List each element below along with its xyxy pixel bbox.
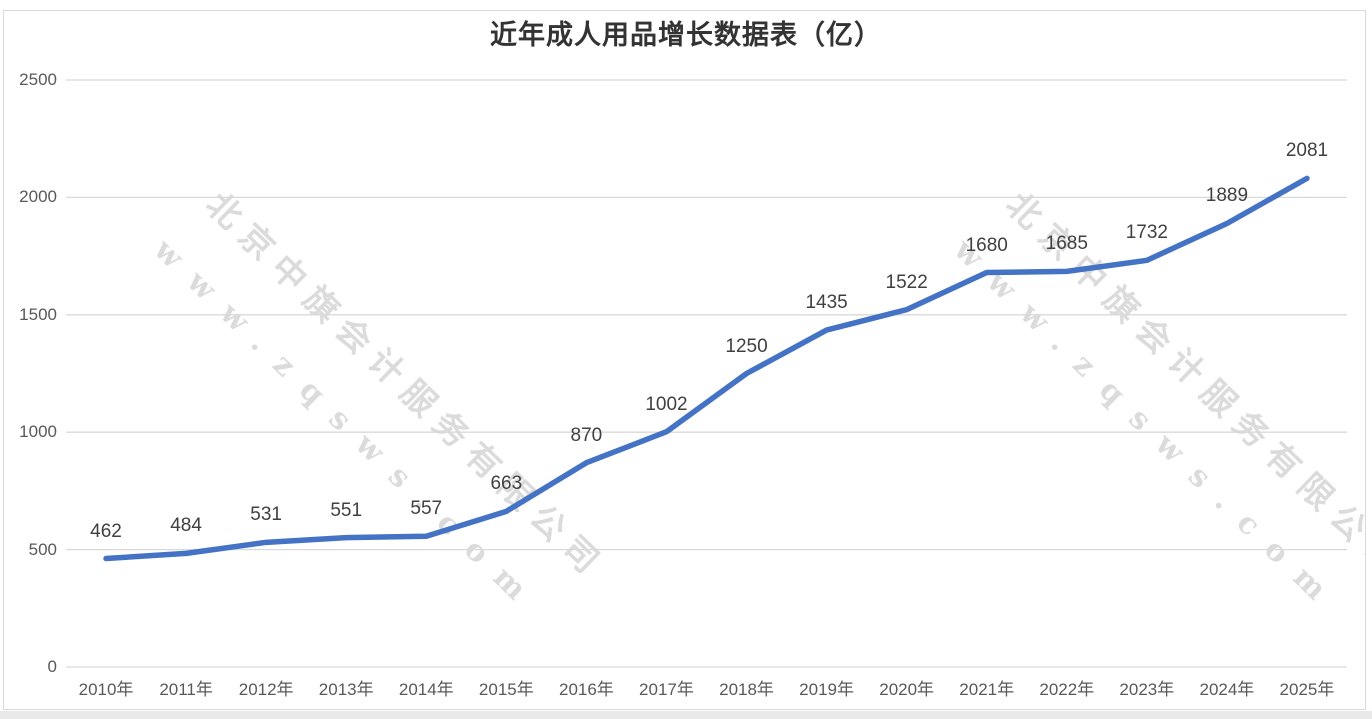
y-tick-label: 1500 [19,304,57,324]
data-label: 1732 [1125,222,1168,244]
series-line [103,175,1310,562]
x-tick-label: 2025年 [1279,680,1335,699]
data-label: 1002 [645,393,688,415]
x-tick-label: 2017年 [639,680,694,699]
y-tick-label: 2000 [19,187,57,207]
x-tick-label: 2024年 [1199,680,1255,699]
data-label: 462 [90,520,122,542]
x-tick-label: 2019年 [799,680,854,699]
x-tick-label: 2012年 [238,680,294,699]
x-tick-label: 2018年 [719,680,774,699]
data-label: 1522 [885,271,928,293]
data-label: 484 [170,515,202,537]
data-label: 870 [570,424,603,446]
page-bottom-strip [0,711,1372,719]
y-tick-label: 2500 [19,70,57,89]
x-tick-label: 2015年 [478,680,534,699]
x-tick-label: 2016年 [558,680,614,699]
x-tick-label: 2023年 [1119,680,1175,699]
data-label: 1435 [805,292,848,314]
data-label: 551 [330,499,363,521]
y-tick-label: 0 [47,657,57,676]
data-label: 663 [490,473,523,495]
x-tick-label: 2022年 [1039,680,1095,699]
data-label: 1889 [1205,185,1249,207]
chart-title: 近年成人用品增长数据表（亿） [490,20,882,51]
x-tick-label: 2013年 [318,680,374,699]
x-tick-label: 2011年 [159,680,213,699]
x-tick-label: 2021年 [959,680,1015,699]
data-label: 1680 [965,234,1008,256]
x-tick-label: 2020年 [879,680,935,699]
x-tick-label: 2010年 [78,680,134,699]
chart-frame [3,10,1366,710]
data-label: 2081 [1285,140,1329,162]
x-tick-label: 2014年 [398,680,454,699]
data-label: 557 [410,498,443,520]
data-label: 1685 [1045,233,1088,255]
data-label: 531 [250,504,282,526]
y-tick-label: 500 [28,539,57,559]
data-label: 1250 [725,335,768,357]
y-tick-label: 1000 [19,422,57,442]
